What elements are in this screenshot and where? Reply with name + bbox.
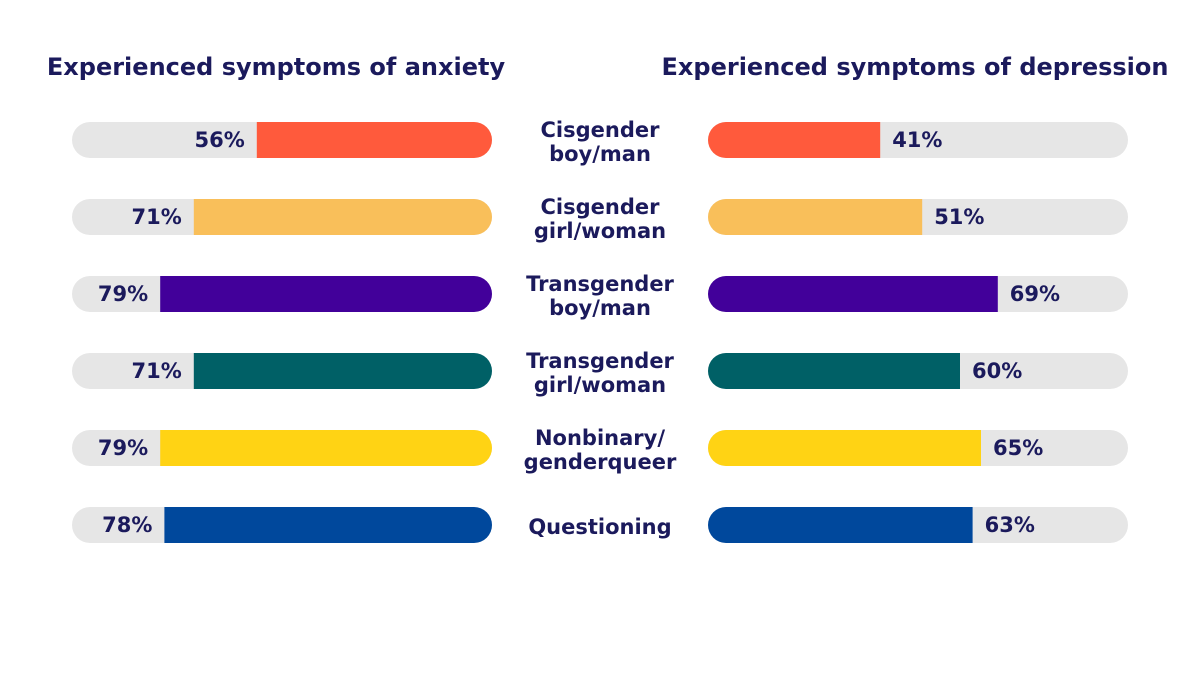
bar: [193, 353, 493, 389]
category-label: Transgender boy/man: [526, 272, 674, 320]
bar: [160, 430, 492, 466]
bar: [708, 507, 973, 543]
panel-title: Experienced symptoms of depression: [662, 53, 1169, 81]
bar: [708, 199, 923, 235]
category-label: Cisgender boy/man: [540, 118, 660, 166]
category-label: Transgender girl/woman: [526, 349, 674, 397]
value-label: 51%: [934, 205, 984, 229]
value-label: 41%: [892, 128, 942, 152]
value-label: 79%: [98, 436, 148, 460]
bar: [708, 430, 981, 466]
value-label: 71%: [132, 205, 182, 229]
value-label: 78%: [102, 513, 152, 537]
bar: [164, 507, 492, 543]
value-label: 63%: [985, 513, 1035, 537]
value-label: 79%: [98, 282, 148, 306]
bar: [193, 199, 493, 235]
panel-title: Experienced symptoms of anxiety: [47, 53, 506, 81]
category-label: Cisgender girl/woman: [533, 195, 667, 243]
value-label: 56%: [195, 128, 245, 152]
bar: [708, 353, 960, 389]
value-label: 60%: [972, 359, 1022, 383]
bar: [256, 122, 492, 158]
value-label: 71%: [132, 359, 182, 383]
bar: [160, 276, 492, 312]
bar: [708, 276, 998, 312]
bar: [708, 122, 881, 158]
value-label: 65%: [993, 436, 1043, 460]
category-label: Questioning: [528, 515, 672, 539]
value-label: 69%: [1010, 282, 1060, 306]
category-label: Nonbinary/ genderqueer: [523, 426, 677, 474]
